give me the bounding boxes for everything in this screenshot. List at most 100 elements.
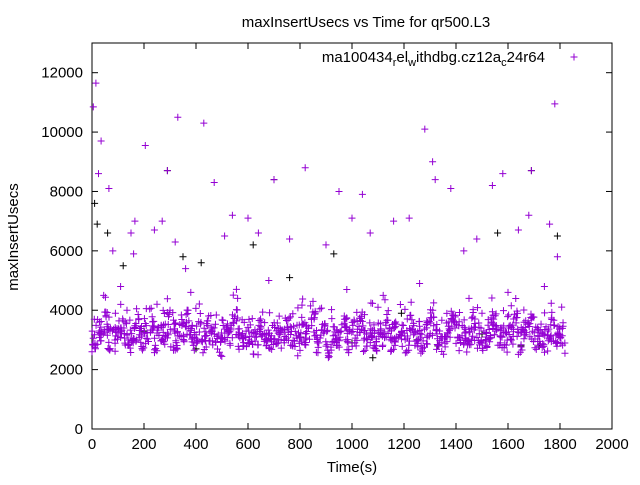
data-point	[189, 334, 197, 342]
data-point	[234, 314, 242, 322]
data-point	[324, 326, 332, 334]
data-point	[389, 345, 397, 353]
data-point	[214, 345, 222, 353]
data-point	[408, 316, 416, 324]
data-point	[539, 330, 547, 338]
data-point	[493, 326, 501, 334]
x-tick-label: 400	[183, 436, 208, 453]
data-point	[307, 314, 315, 322]
data-point	[240, 318, 248, 326]
data-point	[121, 318, 129, 326]
data-point	[419, 344, 427, 352]
data-point	[228, 211, 236, 219]
data-point	[286, 274, 294, 282]
data-point	[427, 319, 435, 327]
data-point	[214, 331, 222, 339]
data-point	[553, 339, 561, 347]
data-point	[556, 333, 564, 341]
data-point	[350, 316, 358, 324]
data-point	[131, 217, 139, 225]
data-point	[105, 338, 113, 346]
y-tick-label: 6000	[50, 243, 83, 260]
data-point	[478, 309, 486, 317]
data-point	[147, 304, 155, 312]
x-tick-label: 1800	[543, 436, 576, 453]
data-point	[164, 331, 172, 339]
data-point	[391, 341, 399, 349]
data-point	[534, 332, 542, 340]
data-point	[363, 342, 371, 350]
data-point	[301, 330, 309, 338]
data-point	[387, 336, 395, 344]
data-point	[89, 103, 97, 111]
x-tick-label: 1400	[439, 436, 472, 453]
data-point	[526, 320, 534, 328]
data-point	[271, 323, 279, 331]
data-point	[488, 308, 496, 316]
data-point	[379, 291, 387, 299]
data-point	[135, 334, 143, 342]
data-point	[343, 285, 351, 293]
data-point	[200, 324, 208, 332]
data-point	[324, 346, 332, 354]
data-point	[286, 235, 294, 243]
data-point	[349, 321, 357, 329]
data-point	[219, 316, 227, 324]
data-point	[257, 324, 265, 332]
data-point	[104, 229, 112, 237]
data-point	[96, 327, 104, 335]
data-point	[173, 328, 181, 336]
data-point	[405, 325, 413, 333]
data-point	[447, 307, 455, 315]
data-point	[153, 300, 161, 308]
data-point	[270, 176, 278, 184]
data-point	[364, 335, 372, 343]
data-point	[137, 338, 145, 346]
data-point	[465, 339, 473, 347]
data-point	[477, 324, 485, 332]
data-point	[429, 158, 437, 166]
data-point	[296, 346, 304, 354]
data-point	[210, 179, 218, 187]
y-tick-label: 0	[75, 421, 83, 438]
data-point	[115, 317, 123, 325]
data-point	[153, 329, 161, 337]
data-point	[397, 309, 405, 317]
data-point	[531, 335, 539, 343]
data-point	[335, 187, 343, 195]
data-point	[517, 343, 525, 351]
data-point	[100, 291, 108, 299]
data-point	[550, 316, 558, 324]
data-point	[140, 344, 148, 352]
data-point	[512, 294, 520, 302]
data-point	[468, 314, 476, 322]
data-point	[446, 333, 454, 341]
data-point	[289, 336, 297, 344]
data-point	[111, 336, 119, 344]
data-point	[494, 229, 502, 237]
data-point	[160, 310, 168, 318]
data-point	[88, 327, 96, 335]
data-point	[245, 336, 253, 344]
data-point	[486, 332, 494, 340]
data-point	[128, 330, 136, 338]
data-point	[268, 332, 276, 340]
data-point	[345, 326, 353, 334]
data-point	[433, 321, 441, 329]
data-point	[281, 333, 289, 341]
data-point	[197, 320, 205, 328]
data-point	[146, 328, 154, 336]
data-point	[547, 332, 555, 340]
data-point	[299, 320, 307, 328]
data-point	[97, 337, 105, 345]
data-point	[501, 341, 509, 349]
data-point	[254, 229, 262, 237]
data-point	[345, 349, 353, 357]
data-point	[182, 311, 190, 319]
data-point	[130, 335, 138, 343]
data-point	[126, 316, 134, 324]
data-point	[553, 342, 561, 350]
data-point	[553, 253, 561, 261]
data-point	[430, 299, 438, 307]
data-point	[117, 300, 125, 308]
